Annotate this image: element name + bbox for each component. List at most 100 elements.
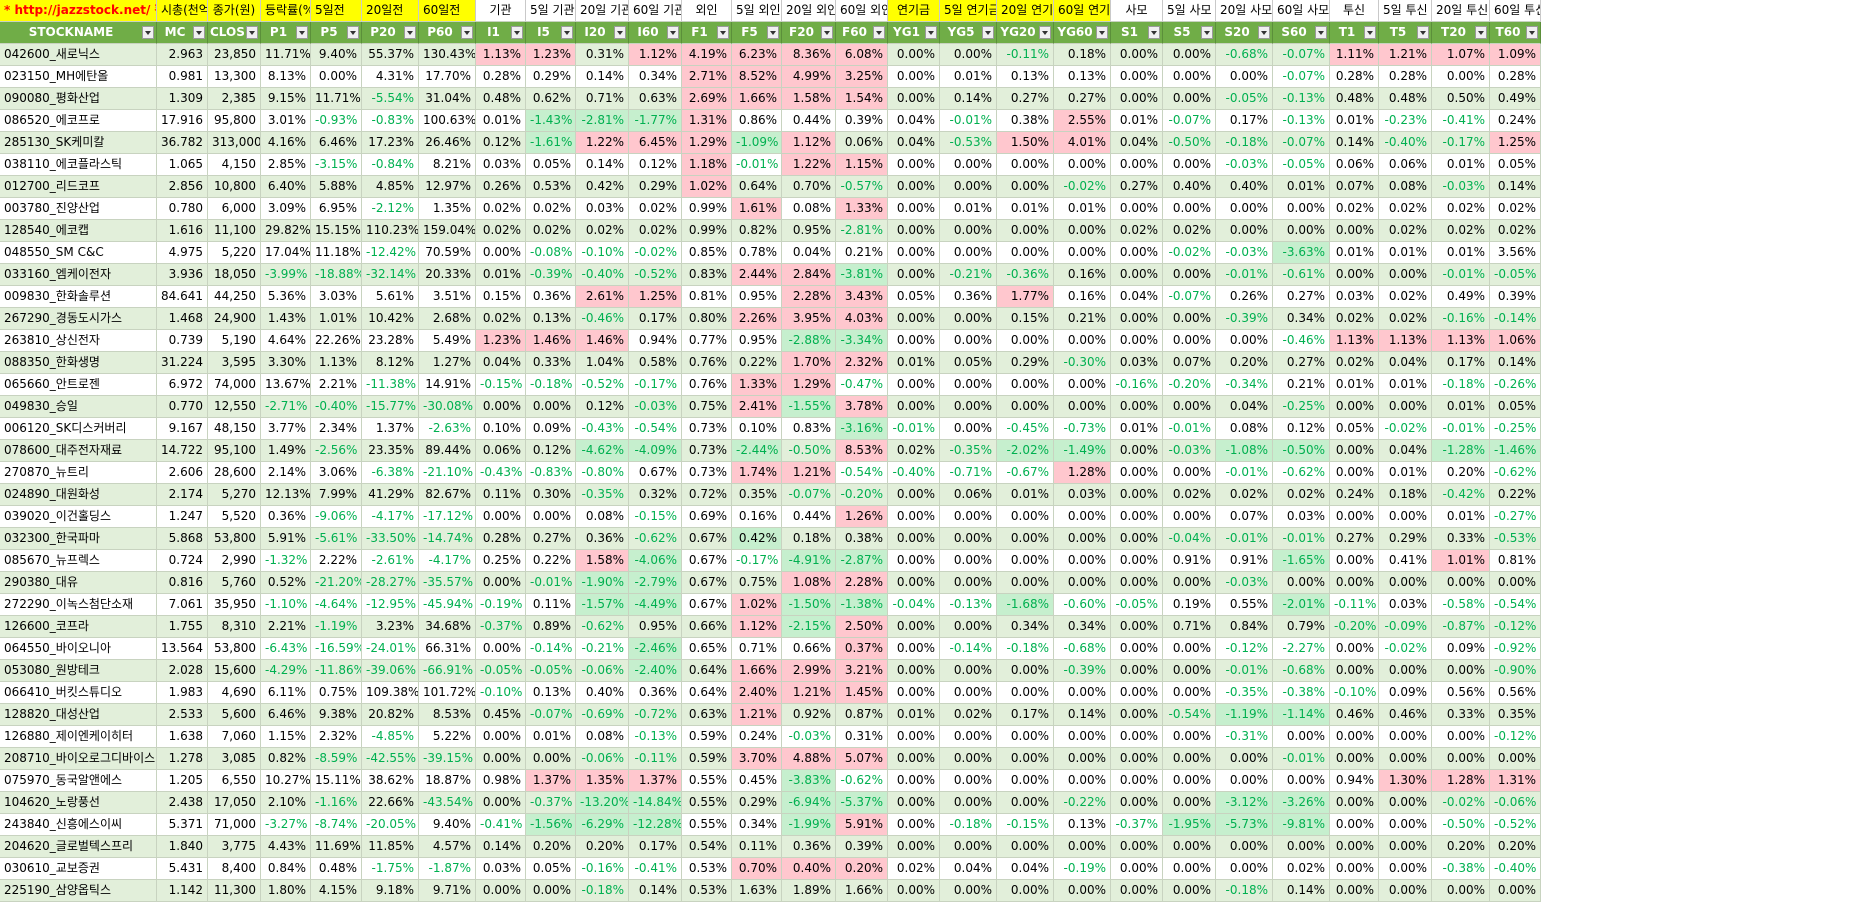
- table-cell[interactable]: 0.04%: [1111, 132, 1163, 154]
- filter-dropdown-icon[interactable]: [821, 26, 833, 39]
- table-cell[interactable]: -0.67%: [997, 462, 1054, 484]
- table-cell[interactable]: -4.49%: [629, 594, 682, 616]
- table-cell[interactable]: 0.00%: [940, 308, 997, 330]
- table-cell[interactable]: -1.38%: [836, 594, 888, 616]
- table-cell[interactable]: 5,270: [208, 484, 261, 506]
- table-cell[interactable]: 0.00%: [888, 308, 940, 330]
- table-cell[interactable]: -0.14%: [940, 638, 997, 660]
- table-cell[interactable]: 0.00%: [1490, 572, 1541, 594]
- table-cell[interactable]: 0.00%: [1054, 506, 1111, 528]
- table-cell[interactable]: 9.38%: [311, 704, 362, 726]
- table-cell[interactable]: 0.00%: [1216, 748, 1273, 770]
- table-cell[interactable]: -0.20%: [836, 484, 888, 506]
- table-cell[interactable]: 0.53%: [682, 880, 732, 902]
- table-cell[interactable]: 3.01%: [261, 110, 311, 132]
- table-cell[interactable]: 0.52%: [261, 572, 311, 594]
- table-cell[interactable]: 0.00%: [526, 748, 576, 770]
- table-cell[interactable]: 0.50%: [1432, 88, 1490, 110]
- table-cell[interactable]: 12.97%: [419, 176, 476, 198]
- table-cell[interactable]: 0.19%: [1163, 594, 1216, 616]
- table-cell[interactable]: 0.03%: [1330, 286, 1379, 308]
- table-cell[interactable]: 0.75%: [732, 572, 782, 594]
- table-cell[interactable]: -0.39%: [1216, 308, 1273, 330]
- table-cell[interactable]: -5.37%: [836, 792, 888, 814]
- table-cell[interactable]: 0.00%: [940, 660, 997, 682]
- filter-dropdown-icon[interactable]: [1526, 26, 1538, 39]
- table-cell[interactable]: 0.08%: [576, 506, 629, 528]
- table-cell[interactable]: -0.18%: [526, 374, 576, 396]
- table-cell[interactable]: 0.94%: [629, 330, 682, 352]
- table-cell[interactable]: 0.75%: [682, 396, 732, 418]
- table-cell[interactable]: 0.32%: [629, 484, 682, 506]
- table-cell[interactable]: 17.916: [157, 110, 208, 132]
- table-cell[interactable]: 0.00%: [997, 176, 1054, 198]
- table-cell[interactable]: 3.21%: [836, 660, 888, 682]
- table-cell[interactable]: 0.11%: [526, 594, 576, 616]
- table-cell[interactable]: 2.606: [157, 462, 208, 484]
- table-cell[interactable]: -0.03%: [629, 396, 682, 418]
- table-cell[interactable]: 0.00%: [1163, 198, 1216, 220]
- filter-dropdown-icon[interactable]: [1201, 26, 1213, 39]
- table-cell[interactable]: 3.06%: [311, 462, 362, 484]
- table-cell[interactable]: 0.01%: [1432, 506, 1490, 528]
- table-cell[interactable]: 0.76%: [682, 374, 732, 396]
- table-cell[interactable]: 22.66%: [362, 792, 419, 814]
- table-cell[interactable]: 11.69%: [311, 836, 362, 858]
- table-cell[interactable]: 0.04%: [997, 858, 1054, 880]
- table-cell[interactable]: 5.91%: [836, 814, 888, 836]
- table-cell[interactable]: -0.71%: [940, 462, 997, 484]
- table-cell[interactable]: 0.14%: [629, 880, 682, 902]
- table-cell[interactable]: 5.91%: [261, 528, 311, 550]
- table-cell[interactable]: 74,000: [208, 374, 261, 396]
- table-cell[interactable]: 0.00%: [888, 242, 940, 264]
- table-cell[interactable]: 23,850: [208, 44, 261, 66]
- table-cell[interactable]: -0.01%: [1432, 264, 1490, 286]
- table-cell[interactable]: 0.64%: [682, 660, 732, 682]
- table-cell[interactable]: 0.00%: [476, 792, 526, 814]
- table-cell[interactable]: 0.00%: [888, 88, 940, 110]
- table-cell[interactable]: 0.17%: [629, 308, 682, 330]
- table-cell[interactable]: 0.91%: [1163, 550, 1216, 572]
- table-cell[interactable]: 0.00%: [940, 836, 997, 858]
- table-cell[interactable]: 0.00%: [1330, 660, 1379, 682]
- table-cell[interactable]: 0.18%: [782, 528, 836, 550]
- table-cell[interactable]: 31.04%: [419, 88, 476, 110]
- table-cell[interactable]: 1.23%: [526, 44, 576, 66]
- table-cell[interactable]: 0.00%: [940, 572, 997, 594]
- table-cell[interactable]: 2.10%: [261, 792, 311, 814]
- table-cell[interactable]: 1.28%: [1432, 770, 1490, 792]
- table-cell[interactable]: 1.66%: [732, 660, 782, 682]
- table-cell[interactable]: 0.00%: [476, 506, 526, 528]
- table-cell[interactable]: 0.00%: [1432, 66, 1490, 88]
- table-cell[interactable]: 8.52%: [732, 66, 782, 88]
- table-cell[interactable]: 0.00%: [888, 264, 940, 286]
- table-cell[interactable]: -0.12%: [1490, 726, 1541, 748]
- table-cell[interactable]: 1.37%: [362, 418, 419, 440]
- table-cell[interactable]: -0.34%: [1216, 374, 1273, 396]
- table-cell[interactable]: 0.05%: [1490, 396, 1541, 418]
- table-cell[interactable]: 0.00%: [997, 374, 1054, 396]
- table-cell[interactable]: 1.07%: [1432, 44, 1490, 66]
- table-cell[interactable]: 0.73%: [682, 418, 732, 440]
- table-cell[interactable]: 2.34%: [311, 418, 362, 440]
- table-cell[interactable]: 6.45%: [629, 132, 682, 154]
- table-cell[interactable]: 0.00%: [1379, 792, 1432, 814]
- table-cell[interactable]: 5.07%: [836, 748, 888, 770]
- table-cell[interactable]: 0.02%: [526, 220, 576, 242]
- table-cell[interactable]: -0.08%: [526, 242, 576, 264]
- table-cell[interactable]: 0.00%: [997, 506, 1054, 528]
- table-cell[interactable]: 0.00%: [1216, 66, 1273, 88]
- table-cell[interactable]: -0.21%: [576, 638, 629, 660]
- table-cell[interactable]: 0.75%: [311, 682, 362, 704]
- table-cell[interactable]: 6.40%: [261, 176, 311, 198]
- stock-name-cell[interactable]: 064550_바이오니아: [0, 638, 157, 660]
- table-cell[interactable]: 0.84%: [261, 858, 311, 880]
- table-cell[interactable]: -0.37%: [1111, 814, 1163, 836]
- table-cell[interactable]: -0.01%: [1216, 528, 1273, 550]
- table-cell[interactable]: -0.38%: [1273, 682, 1330, 704]
- table-cell[interactable]: 0.01%: [1330, 374, 1379, 396]
- table-cell[interactable]: -0.18%: [1216, 132, 1273, 154]
- table-cell[interactable]: 3.51%: [419, 286, 476, 308]
- table-cell[interactable]: -1.50%: [782, 594, 836, 616]
- table-cell[interactable]: -0.27%: [1490, 506, 1541, 528]
